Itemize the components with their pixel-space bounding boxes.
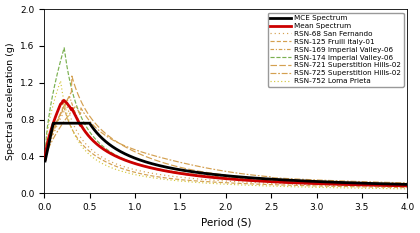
X-axis label: Period (S): Period (S)	[200, 217, 251, 227]
Legend: MCE Spectrum, Mean Spectrum, RSN-68 San Fernando, RSN-125 Fruili italy-01, RSN-1: MCE Spectrum, Mean Spectrum, RSN-68 San …	[268, 13, 404, 87]
Y-axis label: Spectral acceleration (g): Spectral acceleration (g)	[5, 42, 15, 160]
